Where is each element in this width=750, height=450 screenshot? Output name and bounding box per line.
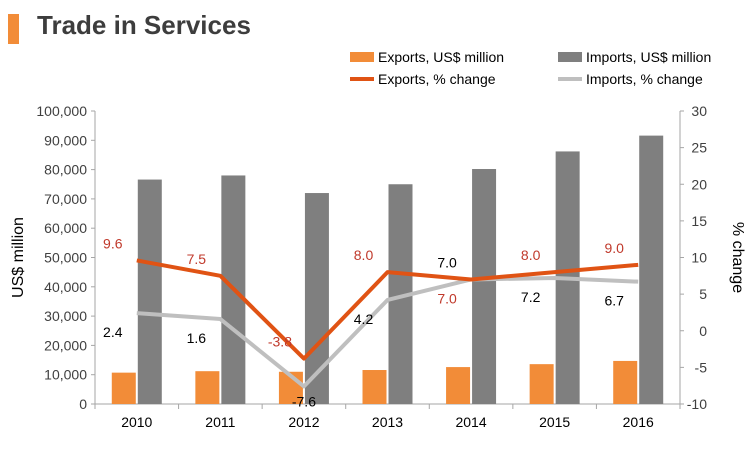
y-tick-label: 20,000 <box>44 337 87 353</box>
exports-change-label: 9.6 <box>103 235 123 251</box>
page-title: Trade in Services <box>37 10 251 40</box>
legend-exports-bar-label: Exports, US$ million <box>378 49 504 65</box>
x-tick-label: 2015 <box>539 414 570 430</box>
exports-bar <box>362 370 387 404</box>
legend-imports-bar-swatch <box>558 52 582 62</box>
imports-change-label: 2.4 <box>103 324 123 340</box>
y2-tick-label: 10 <box>691 250 707 266</box>
exports-change-label: 8.0 <box>354 247 374 263</box>
x-tick-label: 2010 <box>121 414 152 430</box>
y-tick-label: 50,000 <box>44 250 87 266</box>
y2-tick-label: 0 <box>699 323 707 339</box>
legend-exports-line-label: Exports, % change <box>378 71 496 87</box>
y-tick-label: 60,000 <box>44 220 87 236</box>
imports-bar <box>639 135 664 404</box>
legend-imports-line-label: Imports, % change <box>586 71 703 87</box>
imports-change-label: 4.2 <box>354 311 374 327</box>
exports-change-line <box>136 258 639 361</box>
exports-bar <box>613 360 638 404</box>
x-tick-label: 2011 <box>205 414 235 430</box>
y-tick-label: 80,000 <box>44 162 87 178</box>
imports-bar <box>137 179 162 404</box>
y-tick-label: 0 <box>79 396 87 412</box>
y2-axis-title: % change <box>729 222 746 293</box>
imports-bar <box>472 169 497 404</box>
imports-change-line <box>136 276 639 389</box>
y-tick-label: 30,000 <box>44 308 87 324</box>
exports-change-label: 7.0 <box>437 290 457 306</box>
exports-bar <box>446 367 471 404</box>
exports-change-label: 7.5 <box>187 251 207 267</box>
x-tick-label: 2012 <box>288 414 319 430</box>
y-tick-label: 40,000 <box>44 279 87 295</box>
legend-imports-bar-label: Imports, US$ million <box>586 49 711 65</box>
imports-change-label: 6.7 <box>604 293 624 309</box>
y-tick-label: 100,000 <box>36 103 87 119</box>
y2-tick-label: 30 <box>691 103 707 119</box>
exports-change-label: 9.0 <box>604 240 624 256</box>
imports-change-label: 7.2 <box>521 289 541 305</box>
imports-change-label: 7.0 <box>437 254 457 270</box>
y-tick-label: 90,000 <box>44 132 87 148</box>
exports-change-label: -3.8 <box>268 334 292 350</box>
y2-tick-label: -10 <box>687 396 707 412</box>
legend-exports-bar-swatch <box>350 52 374 62</box>
exports-bar <box>111 372 136 404</box>
title-accent-bar <box>8 14 19 44</box>
y2-tick-label: 5 <box>699 286 707 302</box>
exports-bar <box>195 371 220 404</box>
exports-change-label: 8.0 <box>521 247 541 263</box>
x-tick-label: 2013 <box>372 414 403 430</box>
y-tick-label: 70,000 <box>44 191 87 207</box>
x-tick-label: 2016 <box>623 414 654 430</box>
x-tick-label: 2014 <box>455 414 486 430</box>
y2-tick-label: -5 <box>695 359 708 375</box>
y2-tick-label: 25 <box>691 140 707 156</box>
exports-bar <box>529 364 554 404</box>
y2-tick-label: 15 <box>691 213 707 229</box>
imports-bar <box>304 193 329 404</box>
y-axis-title: US$ million <box>10 217 27 298</box>
y2-tick-label: 20 <box>691 176 707 192</box>
imports-change-label: 1.6 <box>187 330 207 346</box>
y-tick-label: 10,000 <box>44 367 87 383</box>
imports-change-label: -7.6 <box>292 393 316 409</box>
